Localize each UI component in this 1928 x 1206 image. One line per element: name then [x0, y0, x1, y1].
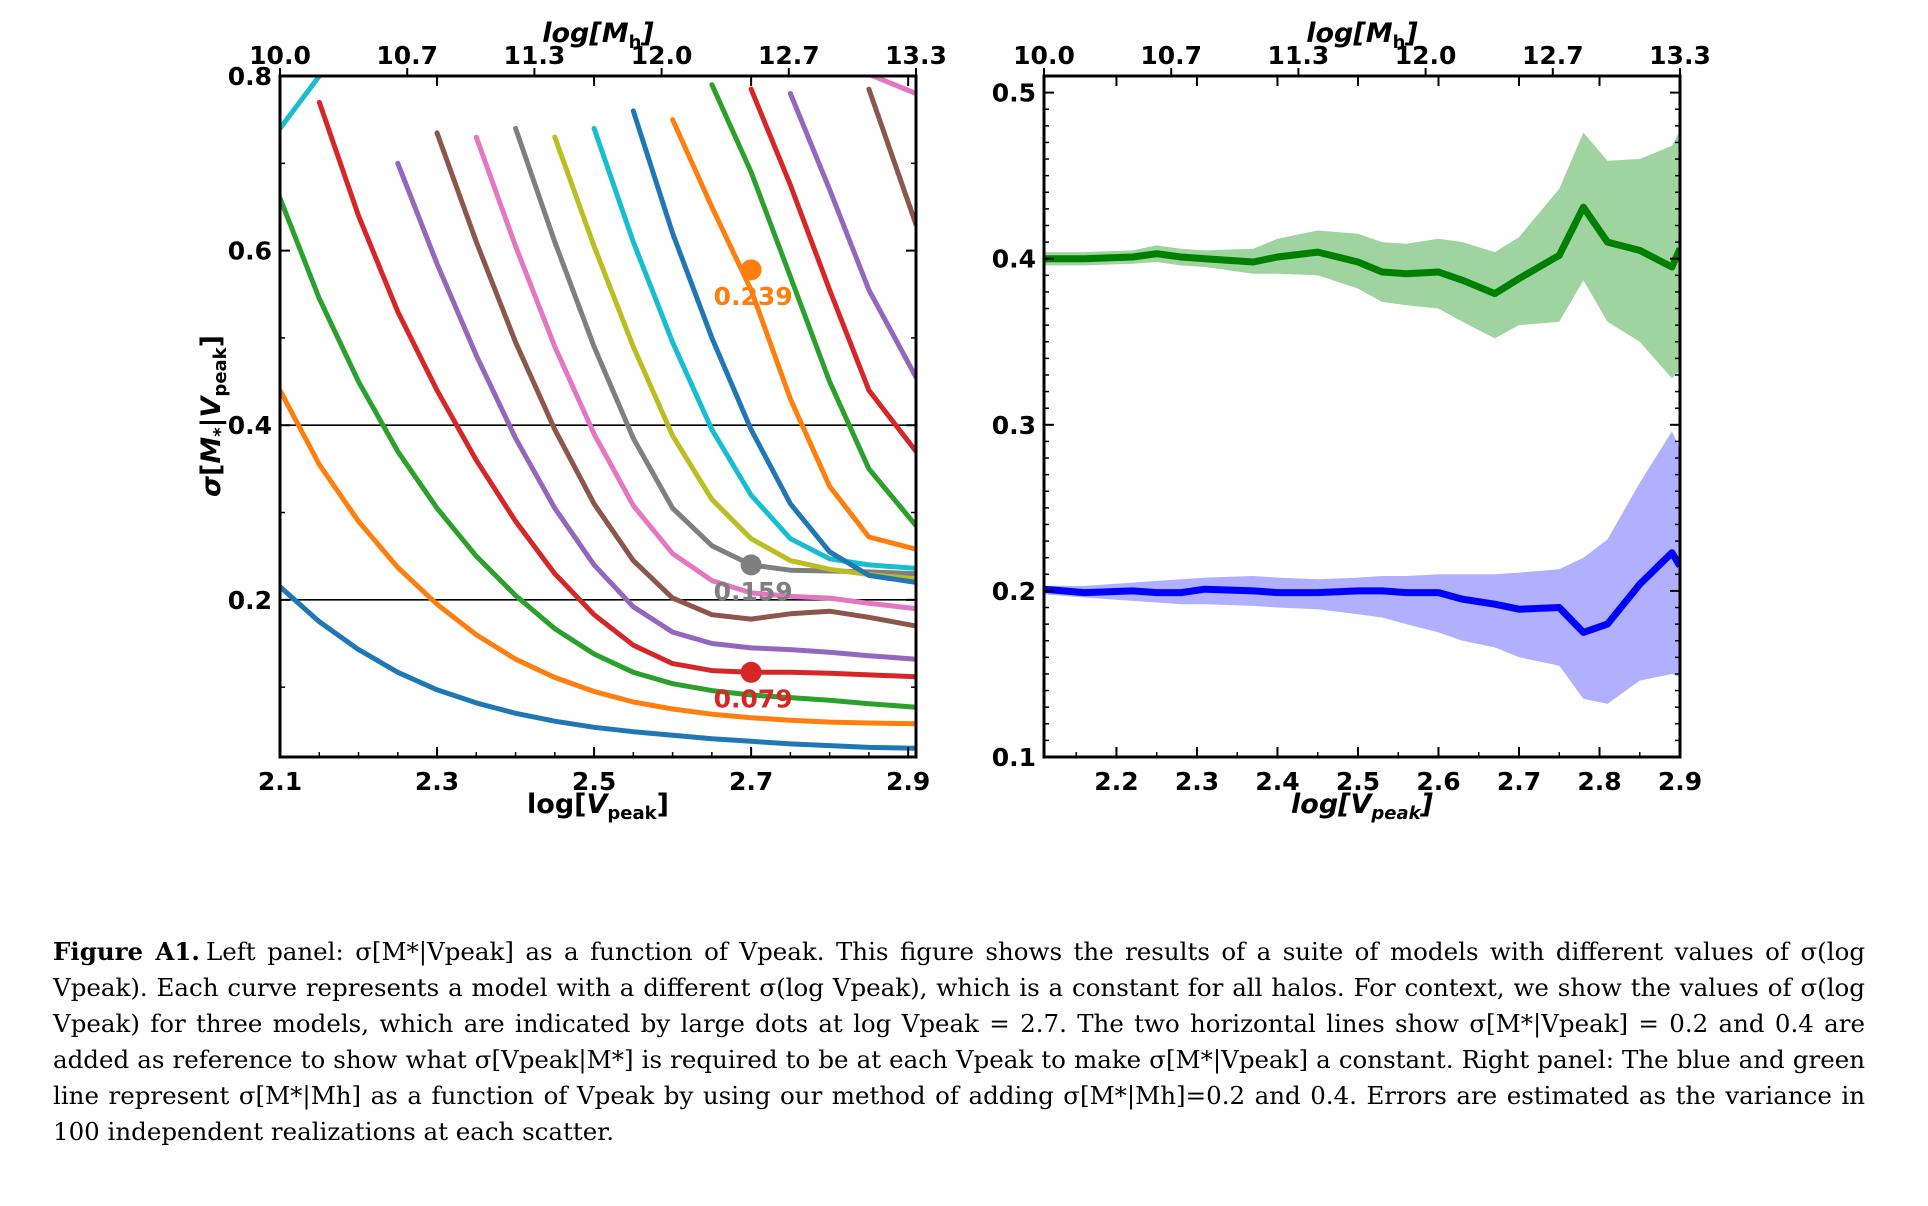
reference-lines — [280, 424, 916, 601]
series-line — [748, 86, 916, 454]
right-x-axis-label: log[Vpeak] — [1291, 789, 1434, 824]
figure-caption: Figure A1. Left panel: σ[M*|Vpeak] as a f… — [53, 934, 1865, 1150]
marker-group: 0.239 0.159 0.079 — [714, 259, 793, 713]
left-plot-frame — [278, 74, 918, 759]
top-tick-label: 10.7 — [376, 41, 438, 70]
top-tick-label: 10.0 — [1013, 41, 1075, 70]
series-line — [630, 108, 916, 585]
y-tick-label: 0.6 — [228, 237, 272, 266]
x-tick-label: 2.7 — [1497, 767, 1541, 796]
top-tick-label: 12.0 — [1395, 41, 1457, 70]
x-tick-label: 2.5 — [1336, 767, 1380, 796]
series-line — [1044, 549, 1680, 636]
series-line — [316, 99, 916, 680]
series-line — [280, 76, 322, 131]
x-tick-label: 2.1 — [258, 767, 302, 796]
top-tick-label: 12.7 — [1522, 41, 1584, 70]
top-tick-label: 13.3 — [1649, 41, 1711, 70]
series-line — [591, 125, 916, 571]
x-tick-label: 2.3 — [415, 767, 459, 796]
series-line — [434, 130, 916, 629]
top-tick-label: 11.3 — [504, 41, 566, 70]
series-line — [787, 91, 916, 380]
series-line — [709, 82, 916, 529]
top-tick-label: 13.3 — [885, 41, 947, 70]
caption-label: Figure A1. — [53, 937, 200, 966]
x-tick-label: 2.7 — [729, 767, 773, 796]
right-ticks: 2.2 2.3 2.4 2.5 2.6 2.7 2.8 2.9 10.0 10.7 11.3 12.0… — [992, 41, 1711, 796]
top-tick-label: 10.7 — [1140, 41, 1202, 70]
y-tick-label: 0.8 — [228, 62, 272, 91]
y-tick-label: 0.1 — [992, 743, 1036, 772]
top-tick-label: 12.7 — [758, 41, 820, 70]
series-line — [395, 160, 916, 662]
series-line — [280, 584, 916, 751]
series-line — [552, 134, 916, 582]
x-tick-label: 2.3 — [1175, 767, 1219, 796]
marker-label: 0.159 — [714, 577, 793, 606]
y-tick-label: 0.4 — [228, 411, 272, 440]
x-tick-label: 2.9 — [886, 767, 930, 796]
y-tick-label: 0.2 — [992, 577, 1036, 606]
left-panel: 0.239 0.159 0.079 2.1 2.3 2.5 2.7 2.9 10.0 10.7 1… — [196, 18, 947, 824]
left-x-axis-label: log[Vpeak] — [527, 789, 669, 824]
model-marker — [740, 554, 762, 576]
top-tick-label: 12.0 — [631, 41, 693, 70]
y-tick-label: 0.3 — [992, 411, 1036, 440]
model-marker — [740, 661, 762, 683]
y-tick-label: 0.5 — [992, 79, 1036, 108]
x-tick-label: 2.4 — [1255, 767, 1299, 796]
top-tick-label: 11.3 — [1268, 41, 1330, 70]
series-line — [280, 195, 916, 710]
error-band — [1044, 431, 1680, 704]
figure: 0.239 0.159 0.079 2.1 2.3 2.5 2.7 2.9 10.0 10.7 1… — [196, 18, 1711, 824]
right-panel: 2.2 2.3 2.4 2.5 2.6 2.7 2.8 2.9 10.0 10.7 11.3 12.0… — [992, 18, 1711, 824]
x-tick-label: 2.6 — [1416, 767, 1460, 796]
caption-text: Left panel: σ[M*|Vpeak] as a function of… — [53, 937, 1865, 1146]
right-plot-frame — [1042, 74, 1682, 759]
model-marker — [740, 259, 762, 281]
series-line — [280, 387, 916, 727]
series-line — [866, 86, 916, 227]
x-tick-label: 2.9 — [1658, 767, 1702, 796]
x-tick-label: 2.2 — [1094, 767, 1138, 796]
series-group — [1044, 130, 1680, 704]
series-line — [670, 117, 916, 552]
error-band — [1044, 130, 1680, 379]
series-group — [280, 76, 916, 751]
right-top-axis-label: log[Mh] — [1306, 18, 1418, 53]
top-tick-label: 10.0 — [249, 41, 311, 70]
marker-label: 0.239 — [714, 282, 793, 311]
left-y-axis-label: σ[M*|Vpeak] — [196, 335, 231, 497]
series-line — [473, 134, 916, 612]
y-tick-label: 0.2 — [228, 586, 272, 615]
left-ticks: 2.1 2.3 2.5 2.7 2.9 10.0 10.7 11.3 12.0 12.7 13.3 0… — [228, 41, 947, 796]
y-tick-label: 0.4 — [992, 245, 1036, 274]
marker-label: 0.079 — [714, 684, 793, 713]
left-top-axis-label: log[Mh] — [542, 18, 654, 53]
x-tick-label: 2.8 — [1577, 767, 1621, 796]
series-line — [1044, 203, 1680, 298]
x-tick-label: 2.5 — [572, 767, 616, 796]
